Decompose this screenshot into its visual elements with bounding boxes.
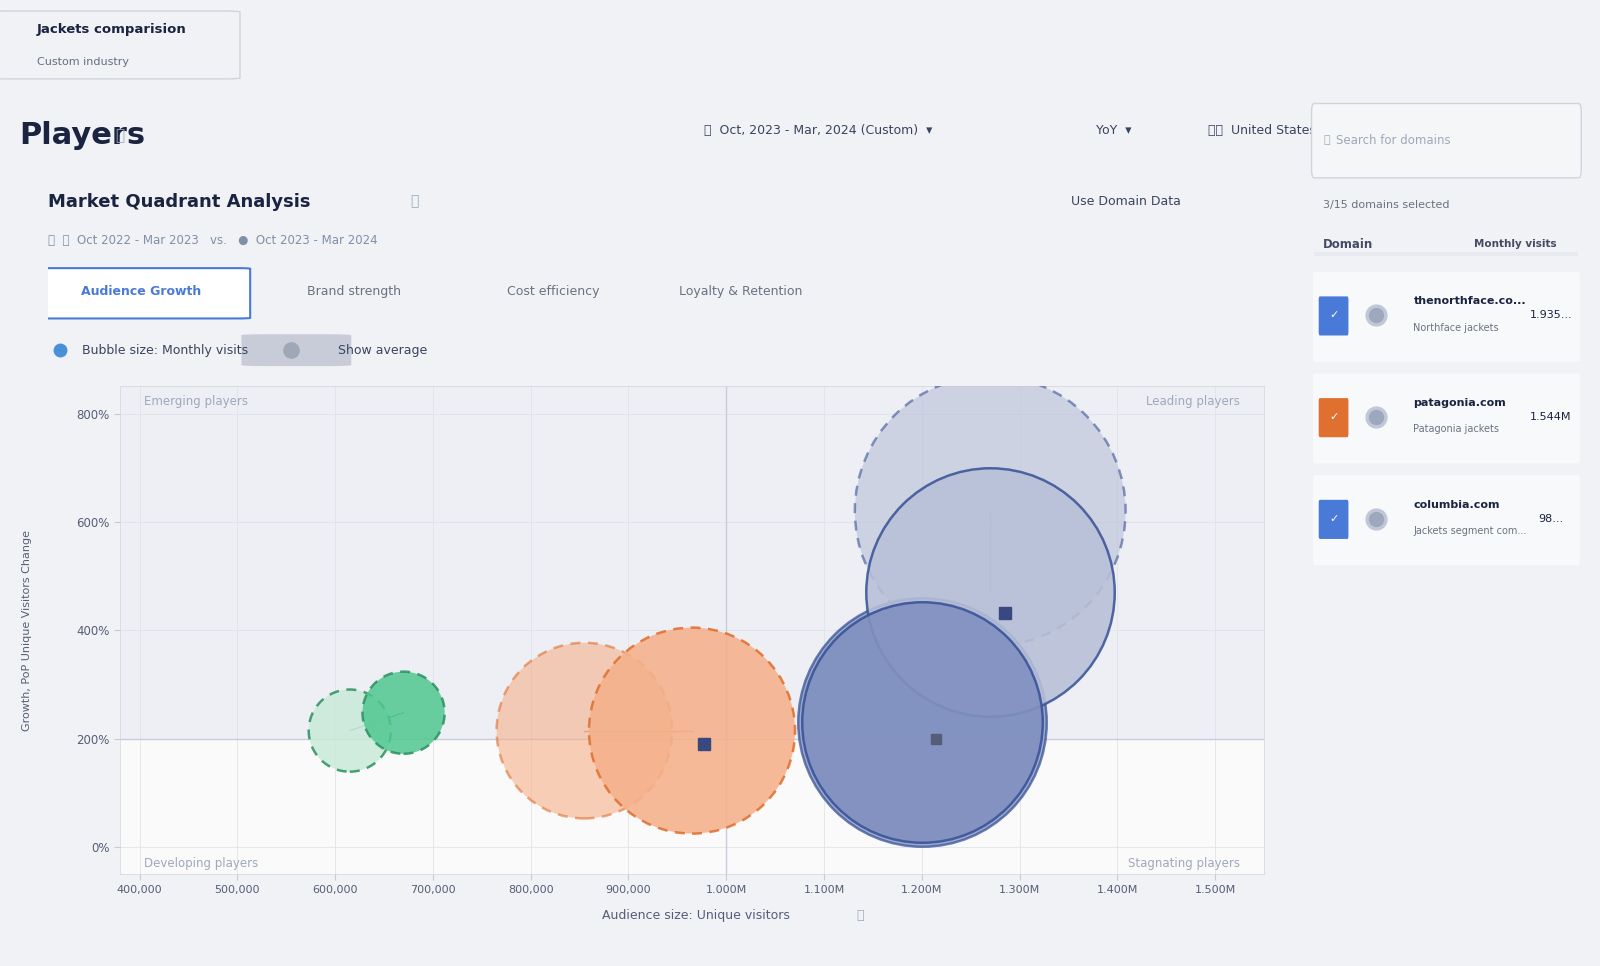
Text: thenorthface.co...: thenorthface.co... — [1413, 296, 1526, 306]
FancyBboxPatch shape — [242, 334, 352, 366]
Text: ≡  All traffic: ≡ All traffic — [1448, 125, 1523, 137]
Text: YoY  ▾: YoY ▾ — [1096, 125, 1131, 137]
FancyBboxPatch shape — [0, 11, 240, 79]
Bar — [726, 386, 1264, 739]
FancyBboxPatch shape — [1314, 475, 1579, 565]
Text: 🔍: 🔍 — [1323, 135, 1331, 145]
Text: 3/15 domains selected: 3/15 domains selected — [1323, 200, 1450, 211]
Text: Audience Growth: Audience Growth — [82, 285, 202, 298]
Text: Northface jackets: Northface jackets — [1413, 323, 1499, 332]
Text: Emerging players: Emerging players — [144, 394, 248, 408]
Text: Jackets comparision: Jackets comparision — [37, 23, 187, 36]
Bar — [726, 739, 1264, 874]
Text: Developing players: Developing players — [144, 857, 259, 870]
Bar — [1314, 252, 1579, 256]
Point — [338, 723, 363, 738]
Text: Jackets segment com...: Jackets segment com... — [1413, 526, 1526, 536]
Text: ✓: ✓ — [1330, 514, 1338, 524]
Point — [678, 723, 704, 738]
Text: 1.935...: 1.935... — [1530, 310, 1573, 320]
Text: Loyalty & Retention: Loyalty & Retention — [678, 285, 802, 298]
Text: Use Domain Data: Use Domain Data — [1072, 195, 1181, 208]
Text: 📅  ⧸  Oct 2022 - Mar 2023   vs.   ●  Oct 2023 - Mar 2024: 📅 ⧸ Oct 2022 - Mar 2023 vs. ● Oct 2023 -… — [48, 234, 378, 246]
FancyBboxPatch shape — [1312, 103, 1581, 178]
Point — [571, 723, 597, 738]
Text: 🇺🇸  United States  ▾: 🇺🇸 United States ▾ — [1208, 125, 1330, 137]
FancyBboxPatch shape — [32, 269, 250, 319]
Text: ⓘ: ⓘ — [410, 195, 418, 209]
Text: Custom industry: Custom industry — [37, 57, 128, 68]
Text: Monthly visits: Monthly visits — [1474, 240, 1557, 249]
Text: ⓘ: ⓘ — [856, 909, 864, 923]
Text: Domain: Domain — [1323, 238, 1373, 251]
Point — [909, 715, 934, 730]
Point — [390, 705, 416, 721]
Text: 1.544M: 1.544M — [1530, 412, 1571, 422]
Bar — [120, 386, 726, 739]
Point — [978, 584, 1003, 600]
Text: Search for domains: Search for domains — [1336, 133, 1451, 147]
FancyBboxPatch shape — [1318, 398, 1349, 438]
Bar — [120, 739, 726, 874]
Text: Bubble size: Monthly visits: Bubble size: Monthly visits — [82, 344, 248, 356]
Text: Stagnating players: Stagnating players — [1128, 857, 1240, 870]
Y-axis label: Growth, PoP Unique Visitors Change: Growth, PoP Unique Visitors Change — [22, 529, 32, 731]
Text: Audience size: Unique visitors: Audience size: Unique visitors — [602, 909, 790, 923]
Text: ⓘ: ⓘ — [115, 128, 125, 143]
Text: ✓: ✓ — [1330, 310, 1338, 320]
Point — [909, 715, 934, 730]
Text: Market Quadrant Analysis: Market Quadrant Analysis — [48, 192, 310, 211]
Text: columbia.com: columbia.com — [1413, 499, 1499, 509]
Point — [978, 503, 1003, 519]
FancyBboxPatch shape — [1314, 374, 1579, 464]
Text: 98...: 98... — [1539, 514, 1563, 524]
Text: patagonia.com: patagonia.com — [1413, 398, 1506, 408]
Text: Cost efficiency: Cost efficiency — [507, 285, 600, 298]
Text: Players: Players — [19, 121, 146, 150]
Text: ✓: ✓ — [1330, 412, 1338, 422]
Text: Patagonia jackets: Patagonia jackets — [1413, 424, 1499, 435]
Text: Show average: Show average — [338, 344, 427, 356]
FancyBboxPatch shape — [1314, 271, 1579, 361]
FancyBboxPatch shape — [1318, 297, 1349, 335]
Text: Brand strength: Brand strength — [307, 285, 400, 298]
FancyBboxPatch shape — [1318, 499, 1349, 539]
Text: Leading players: Leading players — [1146, 394, 1240, 408]
Text: 📅  Oct, 2023 - Mar, 2024 (Custom)  ▾: 📅 Oct, 2023 - Mar, 2024 (Custom) ▾ — [704, 125, 933, 137]
